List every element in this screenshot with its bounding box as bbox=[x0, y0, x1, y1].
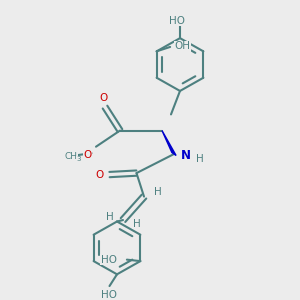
Text: CH: CH bbox=[64, 152, 77, 161]
Polygon shape bbox=[162, 130, 176, 155]
Text: 3: 3 bbox=[76, 156, 81, 162]
Text: N: N bbox=[181, 149, 191, 162]
Text: H: H bbox=[133, 219, 140, 229]
Text: O: O bbox=[95, 169, 103, 180]
Text: H: H bbox=[154, 187, 161, 197]
Text: HO: HO bbox=[101, 255, 117, 265]
Text: O: O bbox=[99, 93, 108, 103]
Text: OH: OH bbox=[174, 41, 190, 51]
Text: HO: HO bbox=[169, 16, 185, 26]
Text: O: O bbox=[83, 150, 92, 160]
Text: H: H bbox=[196, 154, 203, 164]
Text: HO: HO bbox=[101, 290, 118, 300]
Text: H: H bbox=[106, 212, 113, 221]
